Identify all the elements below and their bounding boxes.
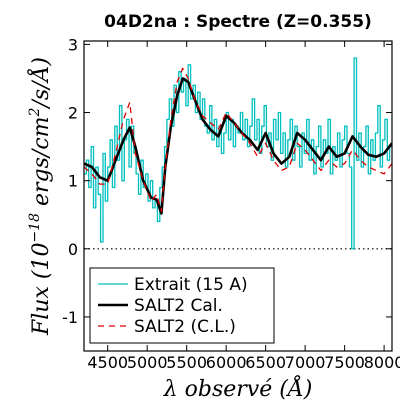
- x-tick-label: 8000: [364, 353, 400, 372]
- y-tick-label: 1: [68, 172, 78, 191]
- y-tick-label: 3: [68, 35, 78, 54]
- y-tick-label: 2: [68, 104, 78, 123]
- y-tick-label: 0: [68, 240, 78, 259]
- series-line-1: [84, 77, 392, 215]
- chart-title: 04D2na : Spectre (Z=0.355): [104, 12, 372, 32]
- legend-label: SALT2 (C.L.): [134, 317, 236, 337]
- y-axis-label: Flux (10−18 ergs/cm2/s/Å): [26, 57, 54, 336]
- legend-label: SALT2 Cal.: [134, 296, 223, 316]
- x-tick-label: 4500: [87, 353, 128, 372]
- x-tick-label: 7000: [285, 353, 326, 372]
- x-tick-label: 7500: [324, 353, 365, 372]
- plot-frame: [83, 40, 393, 352]
- x-tick-label: 5000: [127, 353, 168, 372]
- y-tick-label: -1: [62, 308, 78, 327]
- x-axis-label: λ observé (Å): [163, 374, 313, 400]
- x-tick-label: 5500: [166, 353, 207, 372]
- x-tick-label: 6000: [206, 353, 247, 372]
- legend-label: Extrait (15 A): [134, 275, 248, 295]
- x-tick-label: 6500: [245, 353, 286, 372]
- series-line-2: [84, 67, 392, 212]
